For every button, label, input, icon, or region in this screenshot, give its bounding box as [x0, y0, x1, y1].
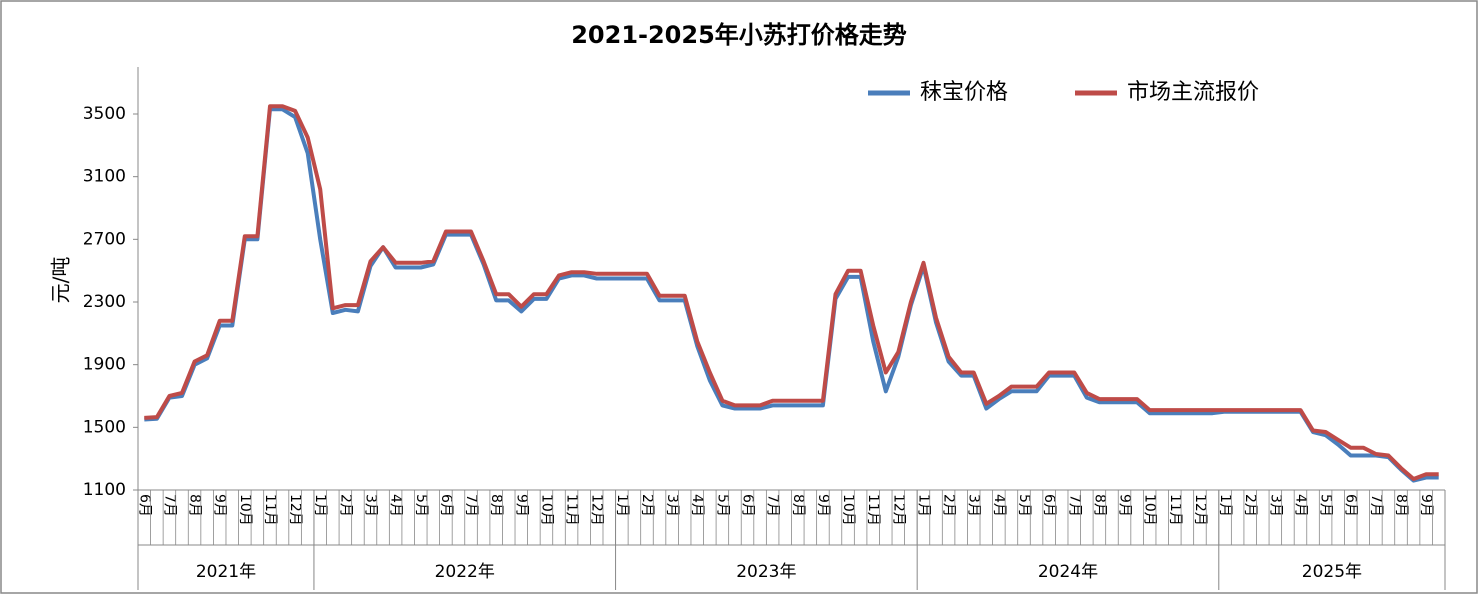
x-tick-label: 1月	[915, 494, 931, 517]
x-tick-label: 9月	[513, 494, 529, 517]
x-tick-label: 4月	[388, 494, 404, 517]
x-tick-label: 6月	[1041, 494, 1057, 517]
x-tick-label: 2月	[639, 494, 655, 517]
legend-label: 秣宝价格	[920, 80, 1008, 105]
y-tick-label: 2700	[83, 229, 126, 249]
x-tick-label: 4月	[991, 494, 1007, 517]
x-tick-label: 5月	[1016, 494, 1032, 517]
x-tick-label: 8月	[1091, 494, 1107, 517]
x-tick-label: 10月	[538, 494, 554, 526]
y-tick-label: 3500	[83, 104, 126, 124]
x-tick-label: 9月	[1117, 494, 1133, 517]
x-tick-label: 7月	[1066, 494, 1082, 517]
x-tick-label: 8月	[1393, 494, 1409, 517]
x-tick-label: 8月	[488, 494, 504, 517]
x-tick-label: 12月	[287, 494, 303, 526]
x-tick-label: 12月	[589, 494, 605, 526]
x-tick-label: 3月	[664, 494, 680, 517]
x-tick-label: 4月	[1292, 494, 1308, 517]
x-tick-label: 7月	[1368, 494, 1384, 517]
x-tick-label: 11月	[564, 494, 580, 526]
y-tick-label: 3100	[83, 167, 126, 187]
y-tick-label: 2300	[83, 292, 126, 312]
y-tick-label: 1500	[83, 417, 126, 437]
x-tick-label: 5月	[413, 494, 429, 517]
x-tick-label: 6月	[740, 494, 756, 517]
x-tick-label: 8月	[187, 494, 203, 517]
x-tick-label: 9月	[815, 494, 831, 517]
series-line	[144, 104, 1439, 481]
x-tick-label: 10月	[1142, 494, 1158, 526]
legend-label: 市场主流报价	[1127, 80, 1259, 105]
year-label: 2023年	[736, 562, 796, 582]
x-tick-label: 11月	[262, 494, 278, 526]
x-tick-label: 12月	[890, 494, 906, 526]
x-tick-label: 2月	[1242, 494, 1258, 517]
x-tick-label: 10月	[840, 494, 856, 526]
x-tick-label: 1月	[312, 494, 328, 517]
x-tick-label: 9月	[1418, 494, 1434, 517]
x-tick-label: 11月	[865, 494, 881, 526]
chart-title: 2021-2025年小苏打价格走势	[571, 21, 907, 49]
x-tick-label: 3月	[362, 494, 378, 517]
year-label: 2022年	[435, 562, 495, 582]
x-tick-label: 7月	[463, 494, 479, 517]
x-tick-label: 5月	[714, 494, 730, 517]
x-tick-label: 11月	[1167, 494, 1183, 526]
x-tick-label: 7月	[765, 494, 781, 517]
x-tick-label: 5月	[1318, 494, 1334, 517]
year-label: 2021年	[196, 562, 256, 582]
x-tick-label: 6月	[1343, 494, 1359, 517]
y-tick-label: 1900	[83, 355, 126, 375]
x-tick-label: 3月	[966, 494, 982, 517]
x-tick-label: 1月	[614, 494, 630, 517]
x-tick-label: 3月	[1267, 494, 1283, 517]
year-label: 2025年	[1302, 562, 1362, 582]
y-tick-label: 1100	[83, 480, 126, 500]
x-tick-label: 6月	[438, 494, 454, 517]
y-axis-label: 元/吨	[49, 257, 73, 304]
x-tick-label: 6月	[136, 494, 152, 517]
x-tick-label: 12月	[1192, 494, 1208, 526]
x-tick-label: 1月	[1217, 494, 1233, 517]
x-tick-label: 4月	[689, 494, 705, 517]
x-tick-label: 2月	[941, 494, 957, 517]
x-tick-label: 7月	[161, 494, 177, 517]
x-tick-label: 8月	[790, 494, 806, 517]
x-tick-label: 10月	[237, 494, 253, 526]
year-label: 2024年	[1038, 562, 1098, 582]
x-tick-label: 9月	[212, 494, 228, 517]
x-tick-label: 2月	[337, 494, 353, 517]
